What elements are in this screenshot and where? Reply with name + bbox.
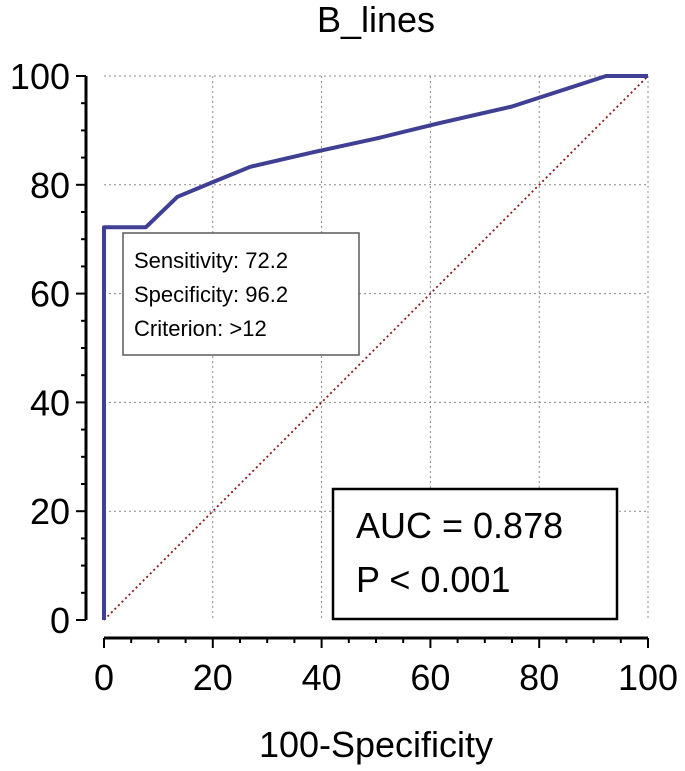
criterion-sensitivity-text: Sensitivity: 72.2 — [134, 248, 288, 273]
x-axis-label: 100-Specificity — [259, 724, 493, 765]
criterion-value-text: Criterion: >12 — [134, 316, 267, 341]
x-tick-label: 20 — [193, 657, 233, 698]
x-tick-label: 60 — [410, 657, 450, 698]
series-layer — [102, 74, 649, 621]
y-tick-label: 60 — [30, 274, 70, 315]
p-value-text: P < 0.001 — [356, 559, 510, 600]
y-tick-label: 80 — [30, 165, 70, 206]
stats-box-frame — [331, 487, 619, 621]
plot-frame — [76, 75, 649, 648]
y-tick-label: 20 — [30, 491, 70, 532]
criterion-box-frame — [122, 232, 360, 356]
chart-title: B_lines — [317, 0, 435, 40]
auc-text: AUC = 0.878 — [356, 505, 563, 546]
y-tick-label: 100 — [10, 56, 70, 97]
x-tick-label: 80 — [519, 657, 559, 698]
roc-curve-line — [102, 74, 648, 620]
x-tick-label: 0 — [94, 657, 114, 698]
x-tick-label: 40 — [302, 657, 342, 698]
auc-stats-box: AUC = 0.878 P < 0.001 — [331, 487, 619, 621]
reference-diagonal-line — [103, 75, 649, 621]
criterion-annotation-box: Sensitivity: 72.2 Specificity: 96.2 Crit… — [122, 232, 360, 356]
x-tick-label: 100 — [618, 657, 678, 698]
tick-layer: 0 20 40 60 80 100 0 20 40 60 80 100 — [10, 56, 678, 698]
criterion-specificity-text: Specificity: 96.2 — [134, 282, 288, 307]
y-tick-label: 0 — [50, 600, 70, 641]
y-tick-label: 40 — [30, 382, 70, 423]
